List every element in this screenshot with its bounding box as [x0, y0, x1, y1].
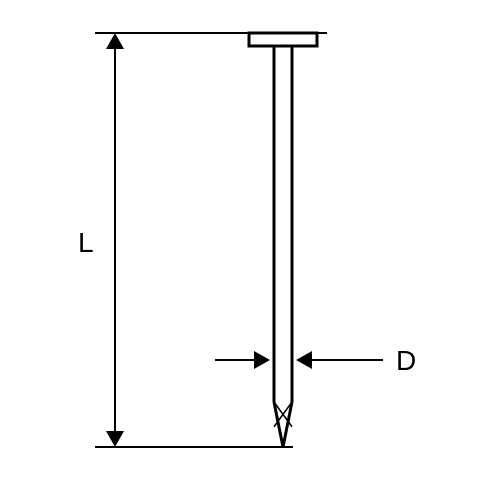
- nail-shape: [249, 33, 317, 447]
- dimension-L-label: L: [78, 227, 94, 258]
- nail-dimension-diagram: L D: [0, 0, 500, 500]
- dimension-L: [106, 33, 124, 447]
- dimension-D-label: D: [396, 345, 416, 376]
- dimension-D: [215, 351, 383, 369]
